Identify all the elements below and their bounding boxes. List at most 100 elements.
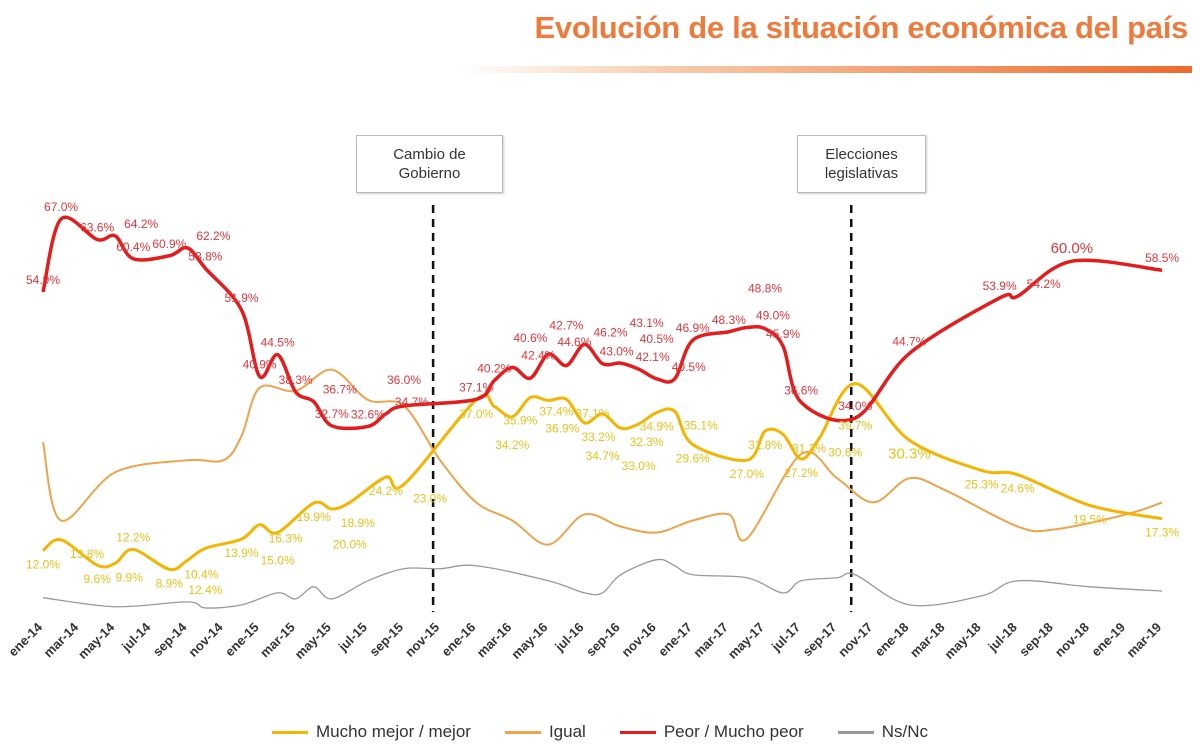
page-title: Evolución de la situación económica del … [534, 10, 1189, 45]
data-label: 46.2% [593, 325, 627, 339]
data-label: 12.2% [116, 530, 150, 544]
legend-label: Ns/Nc [881, 722, 928, 741]
data-label: 9.6% [83, 572, 111, 586]
data-label: 39.7% [838, 419, 872, 433]
data-label: 18.9% [341, 516, 375, 530]
data-label: 60.4% [116, 240, 150, 254]
legend-label: Mucho mejor / mejor [316, 722, 471, 741]
data-label: 60.9% [152, 237, 186, 251]
x-tick-label: may-16 [508, 620, 550, 662]
x-tick-label: nov-15 [402, 620, 442, 660]
data-label: 34.7% [586, 449, 620, 463]
x-tick-label: ene-16 [439, 620, 479, 660]
legend-swatch [837, 730, 874, 734]
x-tick-label: mar-18 [907, 620, 948, 661]
data-label: 10.4% [184, 567, 218, 581]
legend: Mucho mejor / mejor Igual Peor / Mucho p… [0, 722, 1200, 742]
data-label: 63.6% [80, 220, 114, 234]
data-label: 42.1% [636, 350, 670, 364]
x-tick-label: mar-15 [257, 620, 298, 661]
data-label: 27.0% [730, 467, 764, 481]
data-label: 35.1% [684, 418, 718, 432]
x-tick-label: jul-18 [984, 620, 1019, 655]
annotation-cambio-de-gobierno: Cambio de Gobierno [356, 135, 503, 193]
data-label: 49.0% [756, 309, 790, 323]
data-label: 25.3% [965, 477, 999, 491]
data-label: 44.6% [557, 335, 591, 349]
data-label: 17.3% [1145, 526, 1179, 540]
data-label: 30.6% [828, 445, 862, 459]
data-label: 31.8% [748, 438, 782, 452]
x-tick-label: jul-16 [551, 620, 586, 655]
data-label: 54.9% [26, 273, 60, 287]
data-label: 37.1% [459, 380, 493, 394]
data-label: 45.9% [766, 327, 800, 341]
data-label: 24.2% [369, 484, 403, 498]
legend-label: Igual [548, 722, 586, 741]
data-label: 44.7% [892, 334, 926, 348]
title-underline [460, 66, 1192, 73]
x-tick-label: may-18 [941, 620, 983, 662]
data-label: 37.1% [575, 406, 609, 420]
series-line-mucho-mejor-mejor [42, 382, 1163, 572]
x-tick-label: may-14 [75, 619, 118, 662]
data-label: 16.3% [269, 532, 303, 546]
x-tick-label: nov-14 [185, 619, 226, 660]
data-label: 8.9% [156, 576, 184, 590]
x-tick-label: ene-18 [872, 620, 912, 660]
data-label: 54.2% [1027, 277, 1061, 291]
data-label: 43.0% [600, 345, 634, 359]
data-label: 13.8% [70, 547, 104, 561]
legend-swatch [504, 730, 541, 734]
series-line-peor-mucho-peor [41, 215, 1163, 431]
x-tick-label: ene-15 [222, 620, 262, 660]
data-label: 34.9% [640, 420, 674, 434]
x-tick-label: jul-15 [335, 620, 370, 655]
x-tick-label: mar-19 [1123, 620, 1164, 661]
x-tick-label: ene-14 [5, 619, 45, 659]
data-label: 23.0% [413, 491, 447, 505]
line-chart: 54.9% 67.0%63.6% 64.2% 60.4% 60.9% 62.2% 58.8%… [5, 200, 1179, 662]
data-label: 36.0% [387, 373, 421, 387]
data-label: 64.2% [124, 217, 158, 231]
data-label: 20.0% [333, 537, 367, 551]
x-tick-label: mar-14 [40, 619, 81, 660]
data-label: 58.8% [188, 249, 222, 263]
x-tick-label: ene-19 [1088, 620, 1128, 660]
legend-item-nsnc: Ns/Nc [837, 722, 928, 742]
data-label: 40.2% [477, 362, 511, 376]
x-tick-label: mar-16 [474, 620, 515, 661]
data-label: 19.5% [1073, 512, 1107, 526]
data-label: 15.0% [261, 554, 295, 568]
data-label: 27.2% [784, 466, 818, 480]
data-label: 48.3% [712, 313, 746, 327]
data-label: 32.6% [351, 407, 385, 421]
data-label: 40.6% [513, 331, 547, 345]
data-label: 34.0% [838, 399, 872, 413]
data-label: 36.9% [545, 421, 579, 435]
data-label: 31.3% [792, 441, 826, 455]
x-tick-label: nov-17 [835, 620, 875, 660]
legend-swatch [272, 730, 309, 734]
data-label: 9.9% [116, 570, 144, 584]
series-line-ns-nc [42, 558, 1163, 609]
data-label: 35.9% [503, 414, 537, 428]
data-label: 33.2% [581, 430, 615, 444]
x-tick-label: nov-16 [619, 620, 659, 660]
legend-item-mucho-mejor: Mucho mejor / mejor [272, 722, 471, 742]
data-label: 32.7% [315, 407, 349, 421]
data-label: 51.9% [225, 291, 259, 305]
data-label: 40.5% [640, 332, 674, 346]
x-tick-label: mar-17 [690, 620, 731, 661]
x-tick-label: may-15 [292, 620, 334, 662]
data-label: 60.0% [1051, 240, 1094, 257]
data-label: 40.9% [243, 357, 277, 371]
x-tick-label: may-17 [725, 620, 767, 662]
x-tick-label: jul-14 [118, 619, 154, 655]
x-tick-label: nov-18 [1052, 620, 1092, 660]
data-label: 40.5% [672, 360, 706, 374]
x-tick-label: sep-16 [583, 620, 623, 660]
data-label: 43.1% [630, 316, 664, 330]
x-tick-label: ene-17 [655, 620, 695, 660]
data-label: 30.3% [888, 445, 931, 462]
